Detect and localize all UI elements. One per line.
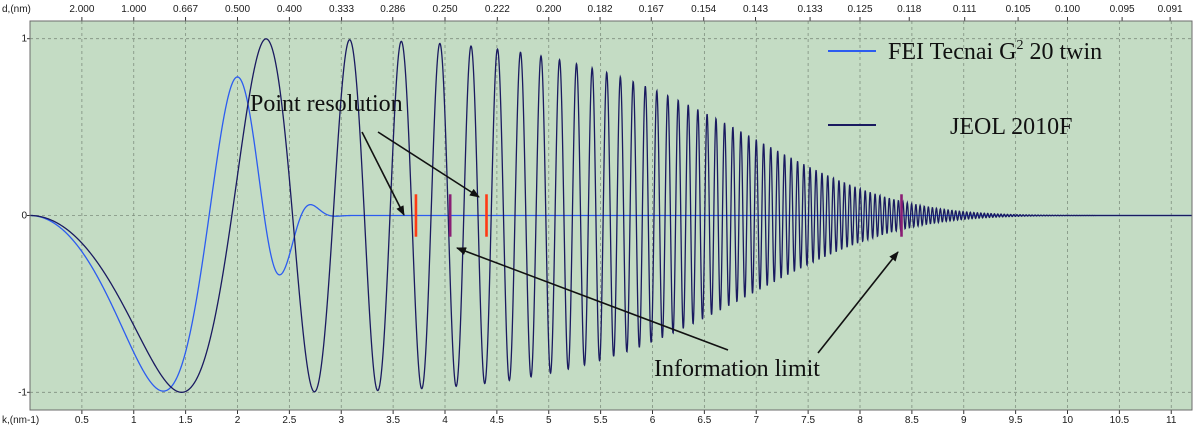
top-tick-label: 0.400 [277,4,302,15]
top-tick-label: 0.333 [329,4,354,15]
axes: 0.5 1 1.5 2 2.5 3 3.5 4 4.5 5 5.5 6 6.5 7 7.5 8 8.5 9 9.5 1… [18,4,1193,426]
x-tick-label: 5.5 [594,415,608,426]
arrow-information-limit-1 [456,247,729,351]
x-tick-label: 2.5 [282,415,296,426]
x-tick-label: 3.5 [386,415,400,426]
x-tick-label: 8.5 [905,415,919,426]
series-line-1 [30,38,1192,393]
x-tick-label: 10 [1062,415,1074,426]
top-tick-label: 0.667 [173,4,198,15]
legend-label-fei: FEI Tecnai G2 20 twin [888,38,1102,65]
x-tick-label: 9 [961,415,967,426]
series-group [30,38,1192,393]
top-tick-label: 0.167 [639,4,664,15]
top-tick-label: 0.111 [953,4,977,15]
top-axis-label: d,(nm) [2,4,31,15]
annotation-information-limit: Information limit [654,356,820,382]
y-tick-label: -1 [18,387,27,398]
plot-frame [29,20,1193,411]
arrow-point-resolution-2 [377,131,480,198]
x-tick-label: 11 [1166,415,1177,426]
x-tick-label: 2 [235,415,241,426]
x-tick-label: 4.5 [490,415,504,426]
top-tick-label: 2.000 [69,4,94,15]
top-tick-label: 1.000 [121,4,146,15]
top-tick-label: 0.200 [536,4,561,15]
top-tick-label: 0.182 [588,4,613,15]
top-tick-label: 0.154 [691,4,716,15]
top-tick-label: 0.118 [897,4,922,15]
top-tick-label: 0.250 [432,4,457,15]
x-tick-label: 8 [857,415,863,426]
y-tick-label: 1 [21,34,27,45]
x-tick-label: 6.5 [697,415,711,426]
top-tick-label: 0.105 [1006,4,1031,15]
top-tick-label: 0.125 [847,4,872,15]
marker-group [414,194,903,237]
x-tick-label: 0.5 [75,415,89,426]
top-tick-label: 0.091 [1158,4,1183,15]
top-tick-label: 0.095 [1110,4,1135,15]
top-tick-label: 0.222 [485,4,510,15]
x-axis-label: k,(nm-1) [2,415,39,426]
top-tick-label: 0.143 [743,4,768,15]
annotation-point-resolution: Point resolution [250,91,403,117]
x-tick-label: 1 [131,415,137,426]
legend-label-jeol: JEOL 2010F [950,114,1072,140]
x-tick-label: 6 [650,415,656,426]
top-tick-label: 0.500 [225,4,250,15]
x-tick-label: 1.5 [179,415,193,426]
legend: FEI Tecnai G2 20 twin JEOL 2010F [828,38,1102,140]
arrow-point-resolution-1 [361,131,405,216]
x-tick-label: 9.5 [1009,415,1023,426]
x-tick-label: 3 [338,415,344,426]
x-tick-label: 5 [546,415,552,426]
x-tick-label: 7 [753,415,759,426]
arrow-information-limit-2 [817,251,899,354]
x-tick-label: 10.5 [1110,415,1130,426]
top-tick-label: 0.133 [798,4,823,15]
x-tick-label: 7.5 [801,415,815,426]
x-tick-label: 4 [442,415,448,426]
y-tick-label: 0 [21,211,27,222]
top-tick-label: 0.286 [380,4,405,15]
top-tick-label: 0.100 [1055,4,1080,15]
